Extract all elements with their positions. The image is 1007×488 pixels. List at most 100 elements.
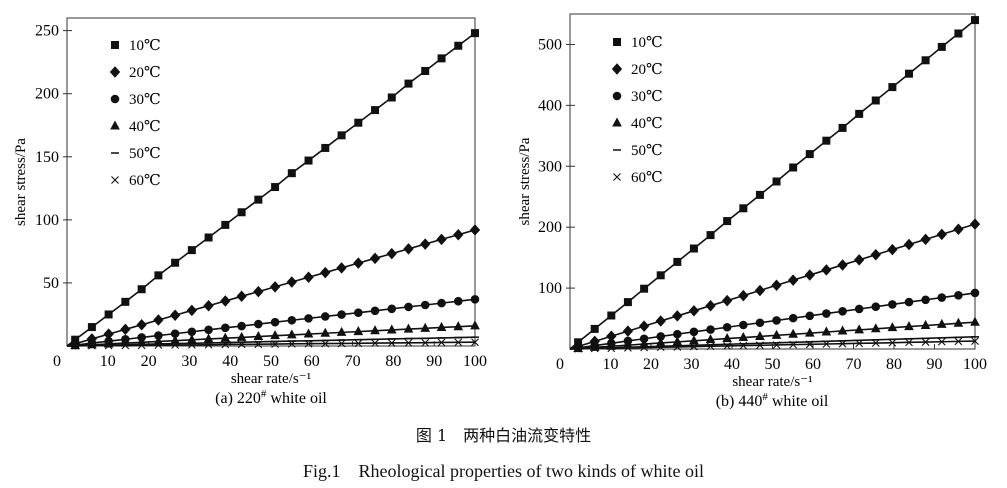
x-tick-label: 80 — [385, 353, 401, 370]
data-point — [805, 150, 814, 159]
data-point — [690, 342, 698, 351]
data-point — [70, 340, 80, 350]
data-point — [404, 338, 413, 347]
data-point — [337, 131, 346, 140]
y-tick-label: 150 — [35, 149, 59, 166]
data-point — [921, 338, 930, 346]
data-point — [353, 326, 364, 336]
data-point — [723, 342, 732, 350]
data-point — [574, 344, 582, 353]
data-point — [756, 341, 764, 350]
data-point — [871, 96, 880, 105]
y-axis-label: shear stress/Pa — [517, 137, 533, 225]
data-point — [656, 271, 665, 280]
data-point — [320, 327, 331, 337]
data-point — [471, 29, 479, 38]
data-point — [905, 338, 913, 347]
x-tick-label: 60 — [304, 353, 320, 370]
data-point — [254, 319, 263, 329]
data-point — [154, 341, 163, 350]
data-point — [723, 217, 732, 226]
data-point — [137, 285, 146, 294]
data-point — [788, 328, 798, 338]
data-point — [270, 317, 280, 327]
data-point — [970, 288, 980, 298]
data-point — [270, 330, 280, 340]
data-point — [772, 177, 781, 186]
data-point — [121, 341, 130, 350]
data-point — [689, 244, 698, 253]
data-point — [154, 271, 163, 280]
data-point — [321, 339, 330, 348]
data-point — [369, 252, 381, 265]
data-point — [254, 195, 263, 204]
x-tick-label: 0 — [556, 356, 564, 373]
x-tick-label: 10 — [100, 353, 116, 370]
legend-marker — [613, 38, 621, 46]
data-point — [855, 109, 864, 118]
caption-suffix: white oil — [266, 390, 327, 407]
legend-marker — [612, 91, 622, 101]
data-point — [706, 325, 715, 334]
data-point — [822, 136, 831, 145]
data-point — [904, 297, 914, 307]
data-point — [854, 324, 865, 334]
data-point — [772, 316, 781, 325]
legend-marker — [613, 173, 621, 181]
data-point — [204, 233, 213, 242]
series-10℃: 10℃ — [66, 29, 479, 347]
data-point — [822, 309, 831, 318]
data-point — [870, 248, 881, 261]
legend-marker — [109, 66, 121, 78]
data-point — [755, 190, 764, 199]
data-point — [937, 337, 946, 346]
data-point — [221, 220, 230, 229]
data-point — [936, 318, 947, 328]
data-point — [436, 233, 447, 246]
data-point — [220, 295, 231, 307]
data-point — [271, 340, 279, 348]
x-tick-label: 20 — [643, 356, 659, 373]
data-point — [254, 340, 263, 349]
caption-superscript: # — [762, 391, 768, 403]
data-point — [353, 257, 364, 269]
data-point — [121, 297, 130, 306]
legend-label: 20℃ — [129, 65, 161, 81]
data-point — [921, 56, 930, 65]
data-point — [404, 302, 413, 312]
y-tick-label: 50 — [43, 275, 59, 292]
x-tick-label: 20 — [141, 353, 157, 370]
chart-a: 0 10 20 30 40 50 60 70 80 90 100 50 100 150 200 250 shea… — [13, 17, 487, 407]
data-point — [888, 300, 897, 309]
y-tick-label: 200 — [35, 86, 59, 103]
data-point — [187, 340, 196, 349]
data-point — [304, 314, 313, 323]
data-point — [336, 262, 347, 274]
legend-label: 40℃ — [631, 116, 663, 132]
data-point — [171, 258, 180, 267]
data-point — [320, 312, 330, 321]
series-20℃: 20℃ — [569, 62, 981, 353]
data-point — [888, 338, 897, 347]
y-tick-label: 500 — [538, 36, 562, 53]
data-point — [789, 163, 798, 172]
x-axis-label: shear rate/s⁻¹ — [231, 371, 311, 387]
series-60℃: 60℃ — [66, 173, 479, 350]
data-point — [404, 79, 413, 88]
data-point — [221, 323, 230, 333]
data-point — [689, 335, 699, 345]
legend-label: 60℃ — [631, 170, 663, 186]
data-point — [607, 311, 616, 320]
y-tick-label: 400 — [538, 97, 562, 114]
data-point — [421, 66, 430, 75]
data-point — [221, 340, 230, 349]
data-point — [904, 69, 913, 78]
data-point — [237, 340, 246, 349]
data-point — [453, 321, 464, 331]
series-line — [66, 341, 476, 347]
data-point — [624, 343, 632, 352]
data-point — [871, 339, 880, 347]
data-point — [656, 343, 665, 352]
caption-text: (b) 440 — [716, 393, 763, 410]
legend-marker — [611, 63, 623, 75]
